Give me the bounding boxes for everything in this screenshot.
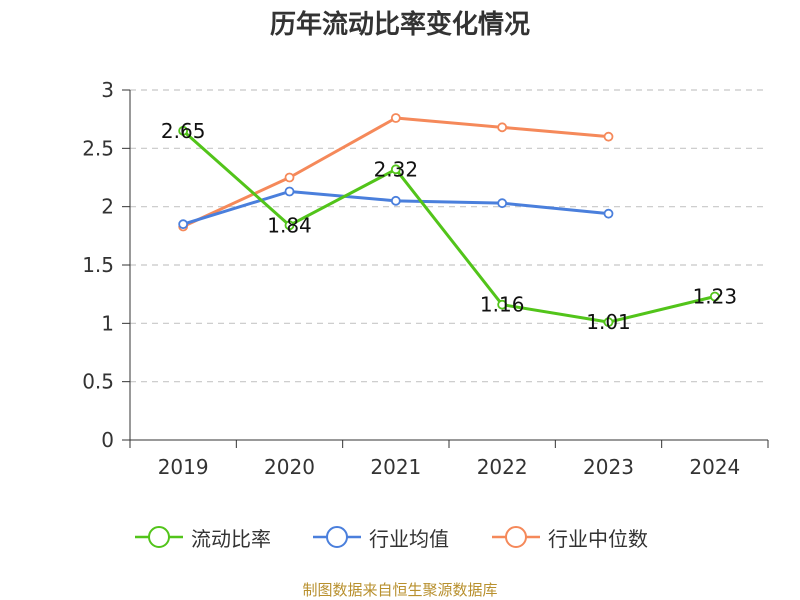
x-tick-label: 2019 <box>158 455 209 479</box>
y-tick-label: 1.5 <box>82 253 114 277</box>
legend-item[interactable]: 流动比率 <box>133 521 271 553</box>
x-tick-label: 2024 <box>689 455 740 479</box>
series-point <box>603 208 614 219</box>
legend: 流动比率 行业均值 行业中位数 <box>0 521 800 553</box>
source-note: 制图数据来自恒生聚源数据库 <box>302 581 498 599</box>
series-point <box>709 291 720 302</box>
data-label: 2.32 <box>374 157 419 181</box>
x-tick-label: 2023 <box>583 455 634 479</box>
legend-label: 流动比率 <box>191 526 271 551</box>
legend-item[interactable]: 行业中位数 <box>490 521 648 553</box>
y-tick-label: 0 <box>101 428 114 452</box>
x-tick-label: 2020 <box>264 455 315 479</box>
series-point <box>178 125 189 136</box>
x-tick-label: 2022 <box>477 455 528 479</box>
legend-item[interactable]: 行业均值 <box>311 521 449 553</box>
y-tick-label: 0.5 <box>82 370 114 394</box>
series-point <box>390 113 401 123</box>
y-tick-label: 2 <box>101 195 114 219</box>
data-label: 2.65 <box>161 119 206 143</box>
series-point <box>178 219 189 230</box>
data-label: 1.84 <box>267 213 312 237</box>
legend-label: 行业中位数 <box>548 526 648 551</box>
series-point <box>390 195 401 206</box>
data-label: 1.23 <box>693 285 738 309</box>
data-label: 1.01 <box>586 310 631 334</box>
series-point <box>284 220 295 231</box>
legend-marker-icon <box>135 526 183 548</box>
series-point <box>603 131 614 142</box>
legend-marker-icon <box>313 526 361 548</box>
data-label: 1.16 <box>480 293 525 317</box>
y-tick-label: 2.5 <box>82 136 114 160</box>
series-point <box>497 122 508 133</box>
y-tick-label: 3 <box>101 78 114 102</box>
series-point <box>497 299 508 310</box>
x-tick-label: 2021 <box>370 455 421 479</box>
series-line <box>182 129 716 324</box>
series-point <box>603 317 614 328</box>
series-point <box>284 186 295 197</box>
series-point <box>497 198 508 209</box>
series-point <box>390 164 401 175</box>
series-point <box>284 172 295 183</box>
y-tick-label: 1 <box>101 311 114 335</box>
chart-title: 历年流动比率变化情况 <box>269 10 530 40</box>
legend-label: 行业均值 <box>369 526 449 551</box>
legend-marker-icon <box>492 526 540 548</box>
